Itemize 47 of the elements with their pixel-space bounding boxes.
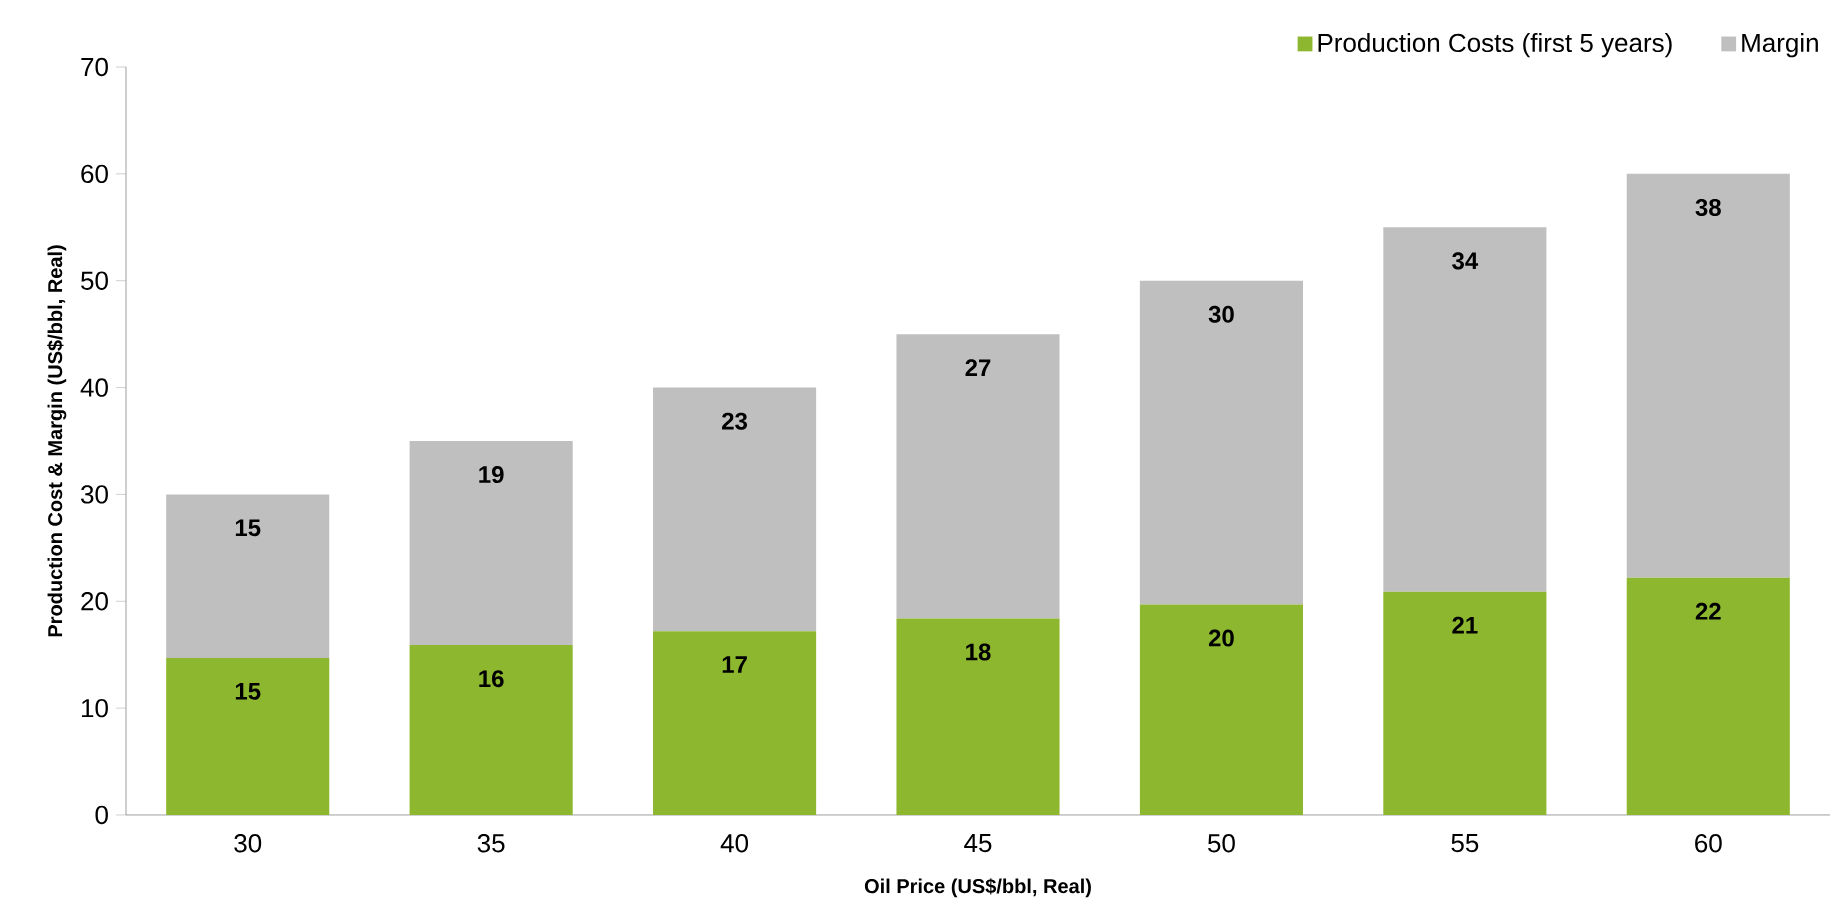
bar [166,657,330,815]
bar [409,441,573,646]
bar [1139,280,1303,605]
bar [1626,173,1790,578]
x-tick-label: 40 [720,834,749,853]
data-label: 27 [965,359,991,376]
y-tick-label: 20 [81,592,108,611]
bar [166,494,330,658]
bar [896,334,1060,619]
bar [409,645,573,815]
y-axis-title: Production Cost & Margin (US$/bbl, Real) [47,245,67,637]
legend-label: Margin [1742,33,1818,58]
data-label: 38 [1695,198,1721,216]
y-tick-label: 60 [81,164,108,184]
x-tick-label: 35 [477,834,505,853]
x-tick-label: 55 [1451,834,1479,853]
data-label: 15 [235,682,261,700]
data-label: 18 [966,643,991,661]
data-label: 21 [1452,616,1478,634]
bar [1626,577,1790,815]
data-label: 15 [235,519,261,537]
y-tick-label: 70 [81,57,108,77]
data-label: 22 [1695,602,1721,620]
data-label: 19 [479,466,504,484]
y-tick-label: 0 [95,805,108,825]
data-label: 30 [1208,305,1234,323]
y-tick-label: 10 [82,698,108,718]
y-tick-label: 40 [80,378,108,397]
x-tick-label: 45 [964,834,992,853]
bar [1383,227,1547,592]
bar [896,618,1060,815]
data-label: 20 [1208,629,1234,647]
bar [1139,604,1303,815]
data-label: 23 [722,412,748,430]
y-tick-label: 50 [81,271,108,290]
bar [653,631,817,815]
data-label: 16 [479,670,504,688]
bar [653,387,817,632]
x-tick-label: 50 [1208,834,1235,853]
y-tick-label: 30 [81,485,108,504]
x-tick-label: 30 [234,834,262,853]
x-tick-label: 60 [1695,834,1722,853]
data-label: 17 [722,656,747,673]
legend-label: Production Costs (first 5 years) [1318,33,1672,58]
data-label: 34 [1452,252,1479,270]
x-axis-title: Oil Price (US$/bbl, Real) [864,878,1091,898]
bar [1383,591,1547,815]
